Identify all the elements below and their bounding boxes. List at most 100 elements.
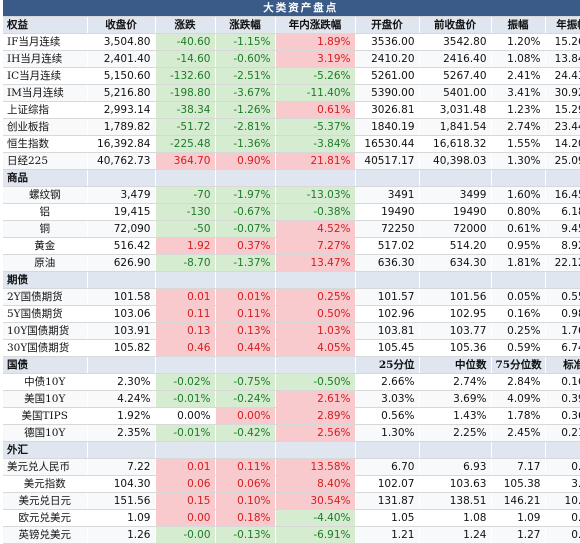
asset-name: 日经225 (3, 152, 88, 170)
value-cell: 15.29% (545, 101, 580, 119)
value-cell: 2.84% (491, 373, 546, 391)
asset-name: 德国10Y (3, 424, 88, 442)
value-cell: 1.03% (275, 322, 356, 340)
value-cell: 5,150.60 (87, 67, 156, 85)
value-cell: -1.36% (215, 135, 276, 153)
value-cell: 626.90 (87, 254, 156, 272)
value-cell: -198.80 (155, 84, 216, 102)
value-cell: 514.20 (419, 237, 492, 255)
value-cell: 1.27 (491, 526, 546, 544)
asset-name: 美元兑日元 (3, 492, 88, 510)
value-cell: -0.24% (215, 390, 276, 408)
value-cell: 105.82 (87, 339, 156, 357)
asset-name: 欧元兑美元 (3, 509, 88, 527)
section-header-cell: 中位数 (419, 356, 492, 374)
value-cell: 2416.40 (419, 50, 492, 68)
asset-name: 原油 (3, 254, 88, 272)
value-cell: 0.00% (155, 407, 216, 425)
value-cell: 2.74% (491, 118, 546, 136)
asset-name: 30Y国债期货 (3, 339, 88, 357)
value-cell: 104.30 (87, 475, 156, 493)
value-cell: 146.21 (491, 492, 546, 510)
value-cell: 105.36 (419, 339, 492, 357)
value-cell: 3536.00 (355, 33, 420, 51)
table-row: 螺纹钢 3,479 -70 -1.97% -13.03% 3491 3499 1.60% 16.… (3, 186, 580, 204)
value-cell: 3.41% (491, 84, 546, 102)
asset-name: 铜 (3, 220, 88, 238)
value-cell: 2.41% (491, 67, 546, 85)
value-cell: 19490 (419, 203, 492, 221)
asset-name: 5Y国债期货 (3, 305, 88, 323)
table-title-row: 大类资产盘点 (3, 0, 580, 17)
value-cell: 40,762.73 (87, 152, 156, 170)
value-cell: 103.63 (419, 475, 492, 493)
section-header-cell (215, 271, 276, 289)
asset-name: 美国TIPS (3, 407, 88, 425)
section-header-cell: 75分位数 (491, 356, 546, 374)
value-cell: 1.21 (355, 526, 420, 544)
section-header-cell (275, 169, 356, 187)
value-cell: 3,504.80 (87, 33, 156, 51)
value-cell: 0.01 (155, 458, 216, 476)
value-cell: 0.18% (215, 509, 276, 527)
section-header-cell (419, 271, 492, 289)
value-cell: 131.87 (355, 492, 420, 510)
value-cell: 1.60% (491, 186, 546, 204)
value-cell: 16,618.32 (419, 135, 492, 153)
value-cell: -1.97% (215, 186, 276, 204)
value-cell: 0.01% (215, 288, 276, 306)
value-cell: 1.20% (491, 33, 546, 51)
asset-name: IF当月连续 (3, 33, 88, 51)
value-cell: 105.38 (491, 475, 546, 493)
value-cell: 1.09 (87, 509, 156, 527)
section-header-cell (491, 271, 546, 289)
value-cell: 103.91 (87, 322, 156, 340)
table-row: IH当月连续 2,401.40 -14.60 -0.60% 3.19% 2410.20 24… (3, 50, 580, 68)
value-cell: 7.17 (491, 458, 546, 476)
value-cell: 2.35% (87, 424, 156, 442)
value-cell: 0.50% (275, 305, 356, 323)
value-cell: 1.92 (155, 237, 216, 255)
value-cell: 2.30% (87, 373, 156, 391)
value-cell: 1.89% (275, 33, 356, 51)
table-row: 黄金 516.42 1.92 0.37% 7.27% 517.02 514.20 0.95% 8… (3, 237, 580, 255)
value-cell: 0.00 (155, 509, 216, 527)
value-cell: -130 (155, 203, 216, 221)
value-cell: 3026.81 (355, 101, 420, 119)
value-cell: 102.95 (419, 305, 492, 323)
asset-name: 美国10Y (3, 390, 88, 408)
value-cell: 3499 (419, 186, 492, 204)
value-cell: 0.01 (155, 288, 216, 306)
value-cell: 151.56 (87, 492, 156, 510)
value-cell: 0.11 (155, 305, 216, 323)
table-row: IC当月连续 5,150.60 -132.60 -2.51% -5.26% 5261.00… (3, 67, 580, 85)
value-cell: 3,479 (87, 186, 156, 204)
value-cell: 0.61% (275, 101, 356, 119)
header-cell: 权益 (3, 16, 88, 34)
table-row: 5Y国债期货 103.06 0.11 0.11% 0.50% 102.96 102.95 0.… (3, 305, 580, 323)
value-cell: 72250 (355, 220, 420, 238)
value-cell: -0.42% (215, 424, 276, 442)
value-cell: 0.95% (491, 237, 546, 255)
value-cell: 16.45% (545, 186, 580, 204)
value-cell: 2.45% (491, 424, 546, 442)
value-cell: -50 (155, 220, 216, 238)
section-header-cell (355, 169, 420, 187)
table-row: 美元指数 104.30 0.06 0.06% 8.40% 102.07 103.63 105.… (3, 475, 580, 493)
header-row: 权益 收盘价 涨跌 涨跌幅 年内涨跌幅 开盘价 前收盘价 振幅 年振幅 (3, 16, 580, 34)
value-cell: 2.74% (419, 373, 492, 391)
asset-name: 中债10Y (3, 373, 88, 391)
header-cell: 收盘价 (87, 16, 156, 34)
section-row: 国债 25分位中位数75分位数标准差 (3, 356, 580, 374)
asset-name: 螺纹钢 (3, 186, 88, 204)
value-cell: -0.38% (275, 203, 356, 221)
value-cell: 16530.44 (355, 135, 420, 153)
value-cell: 4.24% (87, 390, 156, 408)
header-cell: 涨跌幅 (215, 16, 276, 34)
value-cell: 1.76% (545, 322, 580, 340)
section-header-cell (87, 356, 156, 374)
value-cell: 3.69% (419, 390, 492, 408)
value-cell: 5,216.80 (87, 84, 156, 102)
section-header-cell (275, 271, 356, 289)
value-cell: 13.47% (275, 254, 356, 272)
